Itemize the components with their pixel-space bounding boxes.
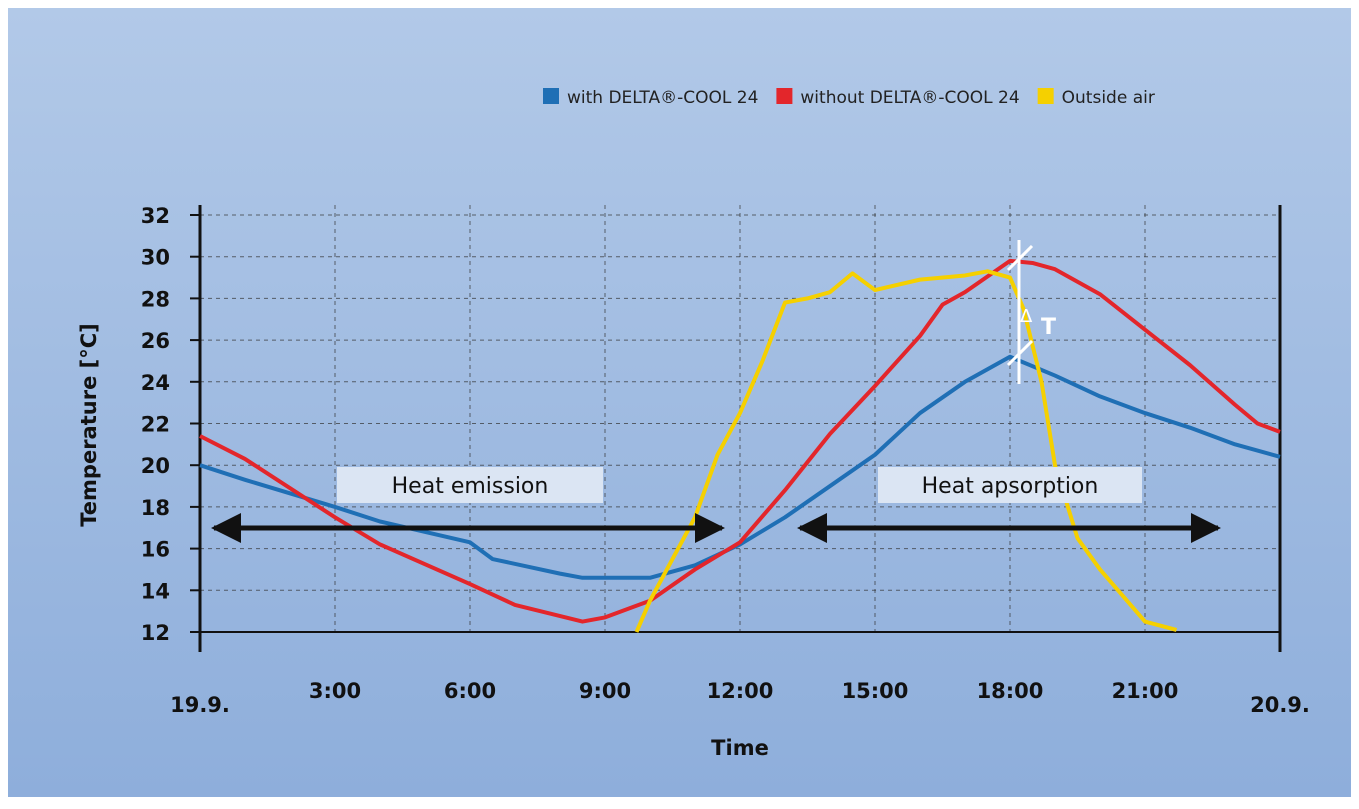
y-tick-label: 18: [141, 496, 170, 520]
y-tick-label: 24: [141, 371, 170, 395]
x-axis-label: Time: [711, 736, 769, 760]
y-tick-label: 28: [141, 287, 170, 311]
legend: with DELTA®-COOL 24 without DELTA®-COOL 2…: [543, 88, 1155, 108]
x-tick-label: 19.9.: [170, 693, 230, 717]
y-tick-label: 12: [141, 621, 170, 645]
annotation: Heat apsorption: [922, 474, 1099, 499]
legend-swatch: [1037, 88, 1054, 104]
legend-swatch: [543, 88, 559, 104]
annotation: Δ: [1020, 306, 1033, 327]
delta-tick: [1006, 339, 1034, 367]
y-tick-label: 14: [141, 579, 170, 603]
delta-tick: [1006, 244, 1034, 272]
y-tick-label: 26: [141, 329, 170, 353]
x-tick-label: 15:00: [842, 679, 909, 703]
annotation: Heat emission: [392, 474, 549, 499]
y-tick-label: 30: [141, 246, 170, 270]
x-tick-label: 3:00: [309, 679, 361, 703]
x-tick-label: 21:00: [1112, 679, 1179, 703]
x-tick-label: 6:00: [444, 679, 496, 703]
x-tick-label: 9:00: [579, 679, 631, 703]
x-tick-label: 18:00: [977, 679, 1044, 703]
legend-label: with DELTA®-COOL 24: [567, 88, 758, 108]
y-axis-label: Temperature [°C]: [77, 323, 101, 526]
x-tick-label: 20.9.: [1250, 693, 1310, 717]
legend-swatch: [776, 88, 793, 104]
y-tick-label: 32: [141, 204, 170, 228]
annotation-box: [337, 467, 603, 503]
y-tick-label: 16: [141, 538, 170, 562]
y-tick-label: 20: [141, 454, 170, 478]
x-tick-label: 12:00: [707, 679, 774, 703]
annotation: T: [1041, 315, 1056, 340]
legend-label: Outside air: [1062, 88, 1155, 108]
legend-label: without DELTA®-COOL 24: [800, 88, 1019, 108]
line: [199, 258, 1281, 624]
annotation-box: [878, 467, 1142, 503]
background: [8, 8, 1351, 797]
y-tick-label: 22: [141, 413, 170, 437]
